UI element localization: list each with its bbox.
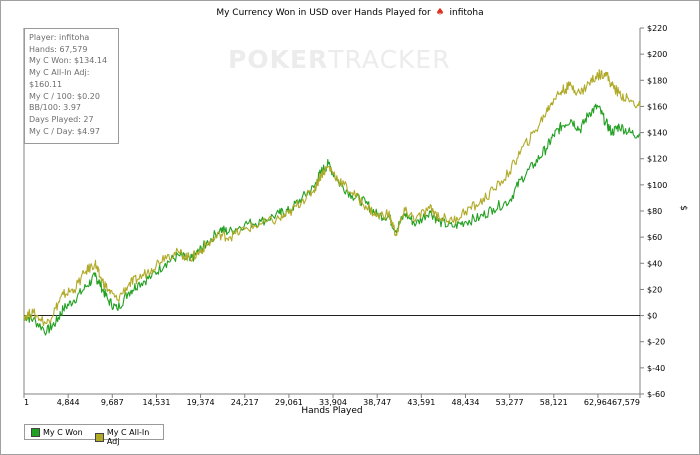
x-tick-label: 38,747 [363,398,391,407]
series-line-my-c-all-in-adj [23,69,641,327]
stats-box: Player: infitoha Hands: 67,579 My C Won:… [24,28,119,144]
x-tick-label: 24,217 [231,398,259,407]
y-tick-label: $180 [647,76,667,85]
legend-item-won[interactable]: My C Won [31,428,83,437]
y-tick-label: $60 [647,233,662,242]
y-tick-label: $100 [647,181,667,190]
watermark-strong: POKER [228,45,329,74]
watermark-light: TRACKER [328,45,451,74]
y-tick-label: $200 [647,50,667,59]
stats-player: Player: infitoha [29,33,90,42]
stats-hands: Hands: 67,579 [29,44,88,54]
stats-won: My C Won: $134.14 [29,56,108,66]
stats-per-day: My C / Day: $4.97 [29,126,100,136]
spade-icon: ♠ [435,7,445,18]
y-tick-label: $80 [647,207,662,216]
chart-title-prefix: My Currency Won in USD over Hands Played… [216,8,431,18]
y-tick-label: $0 [647,312,657,321]
x-tick-label: 67,579 [612,398,640,407]
x-tick-label: 19,374 [187,398,215,407]
y-tick-label: $140 [647,129,667,138]
x-tick-label: 33,904 [319,398,347,407]
stats-per-100: My C / 100: $0.20 [29,91,100,101]
y-tick-label: $220 [647,24,667,33]
legend-label-won: My C Won [43,428,83,437]
y-tick-label: $-60 [647,390,665,399]
x-tick-label: 4,844 [57,398,80,407]
x-tick-label: 53,277 [496,398,524,407]
y-tick-label: $20 [647,285,662,294]
stats-allin-adj: My C All-In Adj: $160.11 [29,68,90,89]
y-tick-label: $40 [647,259,662,268]
x-tick-label: 62,964 [584,398,612,407]
chart-title-player: infitoha [449,8,484,18]
y-tick-label: $-20 [647,338,665,347]
legend: My C Won My C All-In Adj [24,424,164,446]
y-axis-label: $ [678,205,688,211]
x-tick-label: 29,061 [275,398,303,407]
legend-swatch-allin [95,432,104,442]
series-line-my-c-won [23,103,641,336]
x-tick-label: 9,687 [101,398,124,407]
chart-title: My Currency Won in USD over Hands Played… [0,7,700,18]
y-tick-label: $-40 [647,364,665,373]
x-axis-label: Hands Played [301,406,363,416]
x-tick-label: 58,121 [540,398,568,407]
legend-swatch-won [31,428,40,437]
pokertracker-watermark: POKERTRACKER [228,45,451,74]
x-tick-label: 48,434 [451,398,479,407]
stats-bb-100: BB/100: 3.97 [29,103,81,113]
x-tick-label: 14,531 [142,398,170,407]
y-tick-label: $120 [647,155,667,164]
x-tick-label: 43,591 [407,398,435,407]
x-tick-label: 1 [24,398,29,407]
stats-days-played: Days Played: 27 [29,114,94,124]
legend-item-allin[interactable]: My C All-In Adj [95,428,163,446]
legend-label-allin: My C All-In Adj [106,428,150,446]
y-tick-label: $160 [647,102,667,111]
